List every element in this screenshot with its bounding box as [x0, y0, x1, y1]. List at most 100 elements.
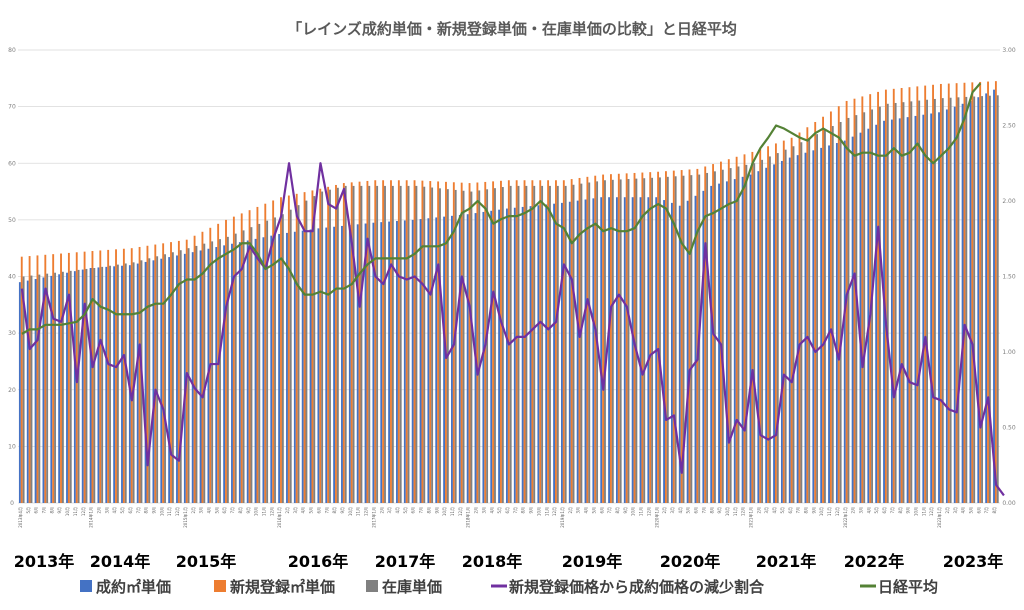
- bar: [335, 184, 337, 503]
- x-tick-month: 9月: [623, 507, 628, 514]
- x-tick-month: 12月: [81, 507, 86, 516]
- x-tick-month: 8月: [615, 507, 620, 514]
- bar: [993, 89, 995, 503]
- x-tick-month: 9月: [529, 507, 534, 514]
- y-tick-right: 1.00: [1002, 349, 1016, 356]
- x-tick-month: 2月: [662, 507, 667, 514]
- bar: [761, 159, 764, 503]
- bar: [570, 179, 573, 503]
- bar: [289, 209, 292, 503]
- bar: [66, 272, 68, 503]
- bar: [545, 204, 548, 503]
- bar: [623, 197, 626, 503]
- bar: [625, 173, 628, 504]
- bar: [382, 180, 385, 504]
- bar: [898, 118, 901, 503]
- bar: [28, 256, 31, 503]
- bar: [875, 124, 878, 503]
- bar: [407, 185, 410, 503]
- x-tick-month: 8月: [898, 507, 903, 514]
- bar: [908, 87, 911, 504]
- bar: [164, 254, 166, 503]
- bar: [246, 240, 249, 503]
- bar: [649, 172, 652, 503]
- bar: [248, 210, 251, 504]
- x-tick-month: 10月: [348, 507, 353, 516]
- bar: [396, 221, 398, 503]
- x-tick-month: 3月: [953, 507, 958, 514]
- bar: [902, 102, 905, 504]
- bar: [965, 96, 968, 504]
- x-tick-month: 3月: [199, 507, 204, 514]
- bar: [971, 82, 974, 504]
- bar: [663, 200, 665, 503]
- bar: [926, 99, 928, 503]
- bar: [517, 185, 520, 503]
- bar: [592, 198, 595, 504]
- bar: [272, 200, 275, 503]
- bar: [52, 254, 55, 503]
- x-tick-month: 5月: [120, 507, 125, 514]
- x-tick-month: 12月: [269, 507, 274, 516]
- bar: [539, 180, 542, 504]
- x-tick-month: 12月: [929, 507, 934, 516]
- x-tick-month: 11月: [733, 507, 738, 516]
- x-tick-month: 3月: [670, 507, 675, 514]
- bar: [232, 216, 235, 503]
- bar: [521, 206, 524, 503]
- year-label: 2021年: [756, 552, 817, 571]
- bar: [706, 172, 709, 503]
- bar: [121, 265, 123, 503]
- x-tick-month: 6月: [411, 507, 416, 514]
- x-tick-month: 7月: [890, 507, 895, 514]
- bar: [327, 186, 330, 503]
- x-tick-month: 7月: [136, 507, 141, 514]
- bar: [533, 185, 536, 503]
- bar: [961, 103, 964, 503]
- bar: [774, 143, 777, 503]
- bar: [203, 243, 206, 503]
- bar: [122, 248, 125, 503]
- bar: [101, 266, 104, 503]
- bar: [617, 173, 620, 503]
- y-tick-left: 70: [8, 104, 16, 111]
- bar: [301, 230, 304, 503]
- bar: [486, 189, 489, 504]
- bar: [600, 197, 603, 503]
- bar: [264, 203, 267, 503]
- x-axis-year-labels: 2013年 2014年 2015年 2016年 2017年 2018年 2019年 2020年…: [14, 552, 1004, 571]
- bar: [808, 138, 811, 504]
- y-axis-right: 0.00 0.50 1.00 1.50 2.00 2.50 3.00: [1002, 47, 1016, 507]
- bar: [146, 245, 149, 503]
- bar: [910, 101, 913, 504]
- x-tick-month: 11月: [639, 507, 644, 516]
- bar: [751, 151, 754, 503]
- legend-label: 在庫単価: [382, 578, 442, 596]
- y-tick-left: 50: [8, 217, 16, 224]
- bar: [85, 268, 88, 503]
- bar: [949, 97, 952, 503]
- bar: [154, 244, 157, 504]
- x-tick-month: 4月: [112, 507, 117, 514]
- bar: [427, 218, 430, 503]
- bar: [843, 140, 846, 503]
- x-tick-month: 11月: [262, 507, 267, 516]
- x-tick-month: 2月: [756, 507, 761, 514]
- bar: [973, 96, 976, 503]
- bar: [492, 181, 495, 503]
- bar: [193, 235, 196, 504]
- bar: [240, 213, 243, 503]
- bar: [22, 276, 25, 503]
- x-tick-month: 10月: [631, 507, 636, 516]
- bar: [458, 215, 461, 503]
- x-tick-month: 6月: [976, 507, 981, 514]
- bar: [333, 226, 336, 503]
- bar: [297, 205, 300, 503]
- bar: [963, 82, 966, 503]
- bar: [918, 100, 921, 503]
- x-tick-month: 9月: [811, 507, 816, 514]
- x-tick-month: 9月: [717, 507, 722, 514]
- bar: [130, 248, 133, 503]
- bar: [58, 274, 61, 503]
- bar: [610, 174, 612, 504]
